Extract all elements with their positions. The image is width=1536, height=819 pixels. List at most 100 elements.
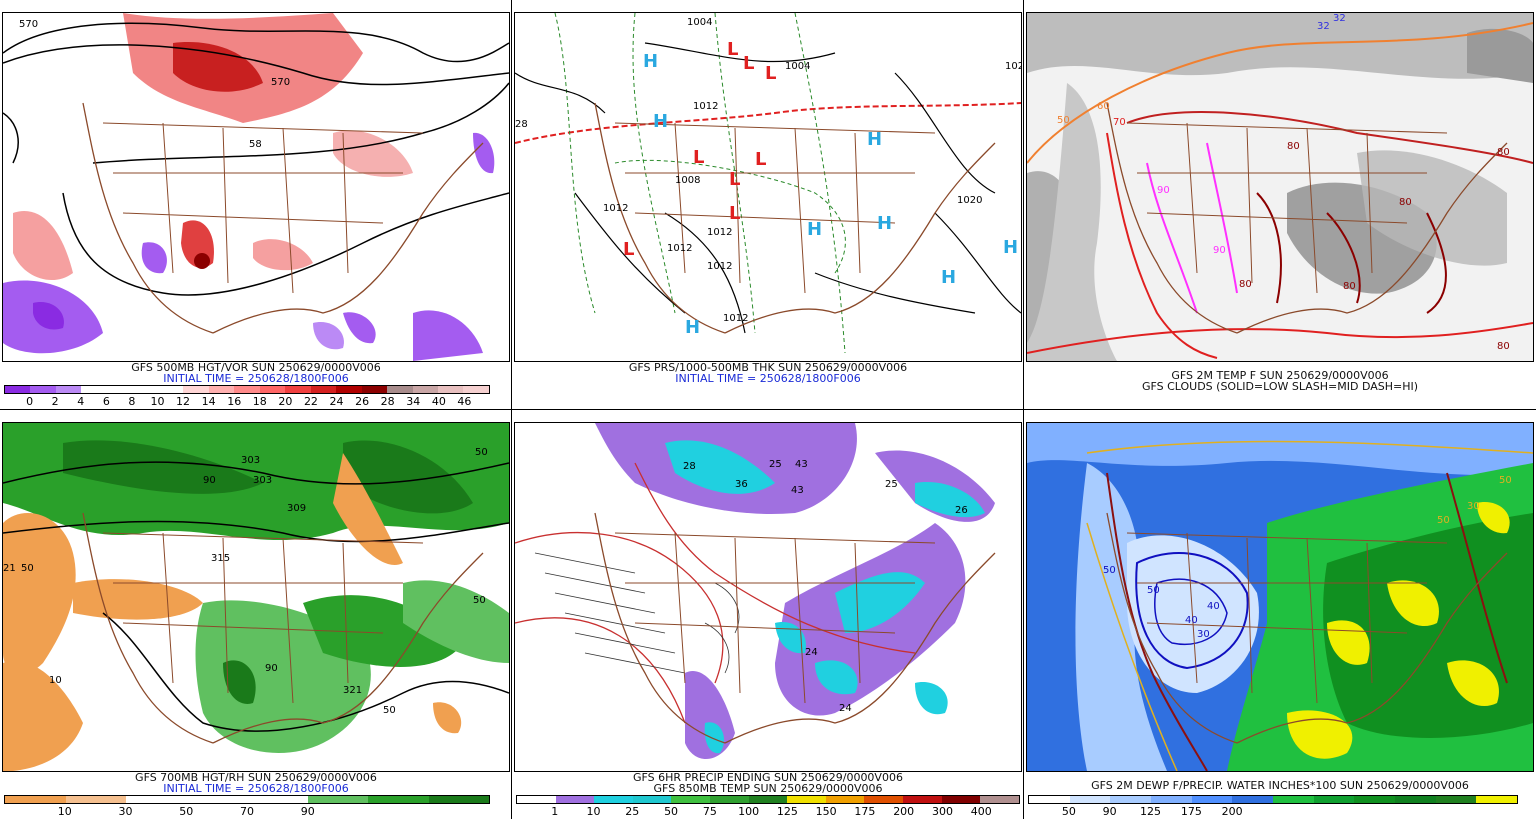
low-pressure-marker: L xyxy=(765,63,776,84)
isotherm-label: 50 xyxy=(1057,115,1070,126)
colorbar-ticks: 1 10 25 50 75 100 125 150 175 200 300 400 xyxy=(516,806,1020,818)
precip-label: 36 xyxy=(735,479,748,490)
colorbar-swatch xyxy=(65,796,126,803)
colorbar-tick-label: 125 xyxy=(1140,805,1161,818)
contour-label: 50 xyxy=(473,595,486,606)
colorbar-swatch xyxy=(428,796,489,803)
contour-label: 10 xyxy=(49,675,62,686)
colorbar-ticks: 0 2 4 6 8 10 12 14 16 18 20 22 24 26 28 34 40 46 xyxy=(4,396,490,408)
isobar-label: 1008 xyxy=(675,175,700,186)
colorbar-tick-label: 75 xyxy=(702,805,717,818)
colorbar-swatch xyxy=(1191,796,1233,803)
colorbar-swatch xyxy=(208,386,235,393)
precip-label: 24 xyxy=(805,647,818,658)
colorbar-ticks: 50 90 125 175 200 xyxy=(1028,806,1518,818)
colorbar-tick-label: 16 xyxy=(227,395,242,408)
colorbar-swatch xyxy=(555,796,595,803)
contour-label: 315 xyxy=(211,553,230,564)
colorbar-tick-label: 4 xyxy=(77,395,85,408)
panel-2m-temp-clouds[interactable]: 80 80 80 80 80 70 60 50 90 90 32 32 80 G… xyxy=(1024,0,1536,409)
isotherm-label: 80 xyxy=(1399,197,1412,208)
colorbar-swatch xyxy=(594,796,633,803)
colorbar-swatch xyxy=(5,796,66,803)
colorbar-swatch xyxy=(285,386,311,393)
precip-label: 28 xyxy=(683,461,696,472)
colorbar-swatch xyxy=(1069,796,1111,803)
colorbar-swatch xyxy=(259,386,286,393)
colorbar-swatch xyxy=(55,386,82,393)
colorbar-tick-label: 0 xyxy=(26,395,34,408)
panel-initial-time: INITIAL TIME = 250628/1800F006 xyxy=(163,372,349,385)
isotherm-label: 32 xyxy=(1317,21,1330,32)
low-pressure-marker: L xyxy=(693,147,704,168)
panel-caption-clouds: GFS CLOUDS (SOLID=LOW SLASH=MID DASH=HI) xyxy=(1141,380,1419,393)
precip-label: 43 xyxy=(791,485,804,496)
colorbar-swatch xyxy=(710,796,749,803)
panel-pressure-thickness[interactable]: 1004 1004 1012 1012 1012 1012 1012 1012 … xyxy=(512,0,1024,409)
colorbar-tick-label: 1 xyxy=(551,805,559,818)
colorbar-swatch xyxy=(30,386,56,393)
colorbar-swatch xyxy=(368,796,429,803)
map-500mb-vorticity: 570 570 58 xyxy=(2,12,510,362)
panel-caption-850mb: GFS 850MB TEMP SUN 250629/0000V006 xyxy=(653,782,883,795)
precip-label: 26 xyxy=(955,505,968,516)
colorbar-ticks: 10 30 50 70 90 xyxy=(4,806,490,818)
contour-label: 90 xyxy=(203,475,216,486)
colorbar-tick-label: 8 xyxy=(128,395,136,408)
colorbar-tick-label: 200 xyxy=(1221,805,1243,818)
panel-initial-time: INITIAL TIME = 250628/1800F006 xyxy=(163,782,349,795)
panel-700mb-rh[interactable]: 303 303 309 315 321 50 50 50 90 90 10 50… xyxy=(0,410,512,819)
panel-6hr-precip[interactable]: 28 36 43 25 43 26 25 24 24 GFS 6HR PRECI… xyxy=(512,410,1024,819)
colorbar-swatch xyxy=(81,386,107,393)
high-pressure-marker: H xyxy=(877,213,892,234)
colorbar-tick-label: 46 xyxy=(457,395,472,408)
colorbar-tick-label: 30 xyxy=(118,805,133,818)
isotherm-label: 70 xyxy=(1113,117,1126,128)
colorbar-swatch xyxy=(106,386,133,393)
isobar-label: 1012 xyxy=(667,243,692,254)
colorbar-tick-label: 40 xyxy=(431,395,446,408)
low-pressure-marker: L xyxy=(743,53,754,74)
low-pressure-marker: L xyxy=(727,39,738,60)
dewpoint-label: 30 xyxy=(1467,501,1480,512)
high-pressure-marker: H xyxy=(867,129,882,150)
colorbar-swatch xyxy=(671,796,711,803)
low-pressure-marker: L xyxy=(755,149,766,170)
colorbar-swatch xyxy=(1110,796,1152,803)
panel-caption: GFS 2M TEMP F SUN 250629/0000V006 xyxy=(1171,369,1389,382)
contour-label: 303 xyxy=(241,455,260,466)
colorbar-swatch xyxy=(463,386,489,393)
panel-caption: GFS 2M DEWP F/PRECIP. WATER INCHES*100 S… xyxy=(1091,779,1469,792)
map-dewpoint-pw: 50 50 50 50 40 40 30 30 xyxy=(1026,422,1534,772)
colorbar-tick-label: 90 xyxy=(1102,805,1117,818)
panel-caption: GFS 500MB HGT/VOR SUN 250629/0000V006 xyxy=(131,361,381,374)
isobar-label: 28 xyxy=(515,119,528,130)
contour-label: 90 xyxy=(265,663,278,674)
panel-500mb-vorticity[interactable]: 570 570 58 GFS 500MB HGT/VOR SUN 250629/… xyxy=(0,0,512,409)
isobar-label: 1004 xyxy=(687,17,712,28)
low-pressure-marker: L xyxy=(729,203,740,224)
colorbar-tick-label: 50 xyxy=(664,805,679,818)
colorbar-swatch xyxy=(787,796,826,803)
high-pressure-marker: H xyxy=(653,111,668,132)
map-graphic: 50 50 50 50 40 40 30 30 xyxy=(1027,423,1533,771)
high-pressure-marker: H xyxy=(1003,237,1018,258)
colorbar-swatch xyxy=(1232,796,1274,803)
map-graphic: 570 570 58 xyxy=(3,13,509,361)
contour-label: 321 xyxy=(343,685,362,696)
precip-label: 43 xyxy=(795,459,808,470)
contour-label: 570 xyxy=(19,19,38,30)
map-pressure-thickness: 1004 1004 1012 1012 1012 1012 1012 1012 … xyxy=(514,12,1022,362)
colorbar-tick-label: 150 xyxy=(815,805,837,818)
colorbar-swatch xyxy=(186,796,247,803)
low-pressure-marker: L xyxy=(623,239,634,260)
dewpoint-label: 40 xyxy=(1207,601,1220,612)
colorbar-swatch xyxy=(748,796,788,803)
panel-divider xyxy=(0,409,1536,410)
colorbar-swatch xyxy=(412,386,438,393)
colorbar-tick-label: 12 xyxy=(176,395,191,408)
colorbar-tick-label: 18 xyxy=(252,395,267,408)
panel-dewpoint-pw[interactable]: 50 50 50 50 40 40 30 30 GFS 2M DEWP F/PR… xyxy=(1024,410,1536,819)
isotherm-label: 80 xyxy=(1497,147,1510,158)
map-graphic: 1004 1004 1012 1012 1012 1012 1012 1012 … xyxy=(515,13,1021,361)
